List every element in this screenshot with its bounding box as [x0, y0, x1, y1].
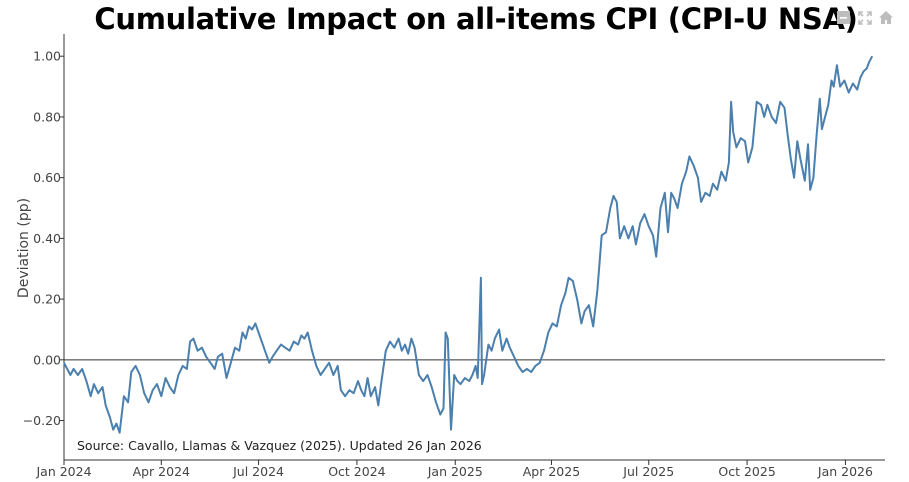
home-icon[interactable] [878, 10, 893, 25]
y-tick-label: 0.00 [33, 352, 61, 367]
y-tick-label: −0.20 [23, 413, 61, 428]
x-tick-label: Jan 2024 [35, 464, 91, 479]
minimize-icon[interactable] [836, 10, 851, 25]
source-annotation: Source: Cavallo, Llamas & Vazquez (2025)… [77, 438, 482, 453]
x-tick-label: Jan 2025 [427, 464, 483, 479]
chart-toolbar [836, 10, 893, 25]
x-tick-label: Apr 2025 [523, 464, 580, 479]
x-tick-label: Oct 2024 [328, 464, 385, 479]
series-line-cumulative-impact [63, 55, 874, 434]
x-tick-label: Jan 2026 [817, 464, 873, 479]
y-axis: −0.20 0.00 0.20 0.40 0.60 0.80 1.00 [23, 34, 65, 460]
x-tick-label: Jul 2025 [622, 464, 674, 479]
y-tick-label: 0.40 [33, 231, 61, 246]
fullscreen-icon[interactable] [857, 10, 872, 25]
x-tick-label: Oct 2025 [718, 464, 775, 479]
y-tick-label: 0.20 [33, 292, 61, 307]
y-tick-label: 1.00 [33, 49, 61, 64]
x-tick-label: Apr 2024 [133, 464, 190, 479]
y-tick-label: 0.60 [33, 170, 61, 185]
y-tick-label: 0.80 [33, 109, 61, 124]
y-axis-label: Deviation (pp) [16, 198, 32, 298]
chart-title: Cumulative Impact on all-items CPI (CPI-… [94, 2, 858, 36]
x-tick-label: Jul 2024 [232, 464, 284, 479]
x-axis: Jan 2024 Apr 2024 Jul 2024 Oct 2024 Jan 2025… [35, 459, 885, 479]
